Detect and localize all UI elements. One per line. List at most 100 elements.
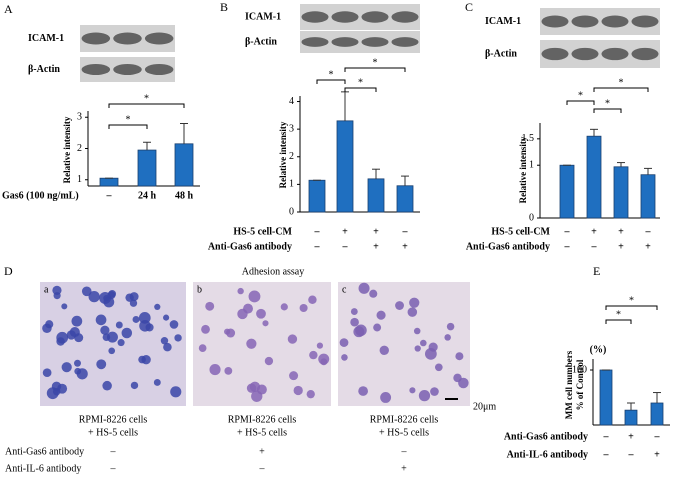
cell [380,392,392,403]
image-caption: RPMI-8226 cells [228,414,297,425]
panel-label: A [4,2,13,16]
cell [339,338,349,347]
significance-bracket [593,87,649,92]
cell [358,386,368,396]
cell [170,386,182,398]
condition-name: HS-5 cell-CM [491,226,550,237]
panel-label: D [4,264,13,278]
condition-value: + [259,446,265,457]
cell [264,356,274,366]
significance-bracket [108,124,148,129]
cell [430,387,439,396]
significance-bracket [108,103,185,108]
cell [395,301,404,310]
cell [409,387,416,394]
cell [61,362,72,373]
panel-label: C [465,0,473,14]
bar [599,369,613,426]
blot-band [541,47,569,61]
significance-label: * [629,295,634,306]
significance-label: * [619,77,624,88]
cell [355,324,367,337]
cell [163,314,170,321]
blot-band [391,37,419,47]
error-bar [372,168,380,179]
cell [256,308,266,319]
significance-bracket [605,319,632,324]
cell [139,320,151,332]
cell [100,325,110,335]
error-bar [644,167,652,175]
blot-band [144,64,174,75]
cell [69,327,80,338]
cell [56,337,65,346]
image-label: b [197,284,202,295]
cell [102,380,112,391]
cell [74,359,81,367]
cell [293,385,303,396]
cell [103,296,115,308]
cell [316,342,324,349]
condition-name: HS-5 cell-CM [233,226,292,237]
y-axis-label: % of Control [575,359,585,410]
panel-label: E [593,264,600,278]
condition-value: – [628,449,635,460]
cell [121,327,133,339]
blot-band [571,47,599,61]
bar [137,149,157,187]
image-label: c [342,284,347,295]
cell [237,308,248,320]
cell [96,359,107,370]
cell [81,286,92,297]
cell [369,289,378,298]
bar [613,166,629,219]
condition-value: – [402,226,409,237]
cell [52,285,62,295]
error-bar [627,402,635,411]
cell [444,334,451,341]
image-caption: RPMI-8226 cells [370,414,439,425]
condition-name: Anti-Gas6 antibody [466,241,550,252]
significance-label: * [329,69,334,80]
cell [205,301,215,311]
cell [420,339,427,347]
cell [138,355,146,364]
blot-band [81,64,111,75]
y-tick-label: 2 [77,143,82,154]
blot-band [601,47,629,61]
cell [102,333,111,341]
cell [153,379,161,386]
cell [209,364,221,376]
blot-band [571,15,599,28]
cell [71,315,83,327]
condition-value: – [645,226,652,237]
bar [586,135,602,219]
condition-value: + [402,241,408,252]
cell [117,339,125,347]
condition-value: – [314,226,321,237]
blot-band [391,11,419,23]
cell [53,292,61,300]
y-tick-label: 1 [289,179,294,190]
cell [174,334,182,342]
x-tick-label: – [106,190,113,201]
cell [107,291,116,300]
cell [198,344,207,352]
cell [106,331,118,343]
y-tick-label: 1 [77,174,82,185]
blot-band [301,11,329,23]
cell [379,345,389,356]
blot-band [631,47,659,61]
bar [650,402,664,426]
cell [129,299,138,307]
cell [224,366,233,375]
condition-value: + [373,241,379,252]
cell [446,322,455,331]
blot-label: β-Actin [485,48,517,59]
condition-name: Anti-Gas6 antibody [208,241,292,252]
image-label: a [44,284,49,295]
y-tick-label: 2 [289,151,294,162]
panel-title: Adhesion assay [242,266,305,277]
cell [280,303,288,311]
significance-bracket [344,67,406,72]
